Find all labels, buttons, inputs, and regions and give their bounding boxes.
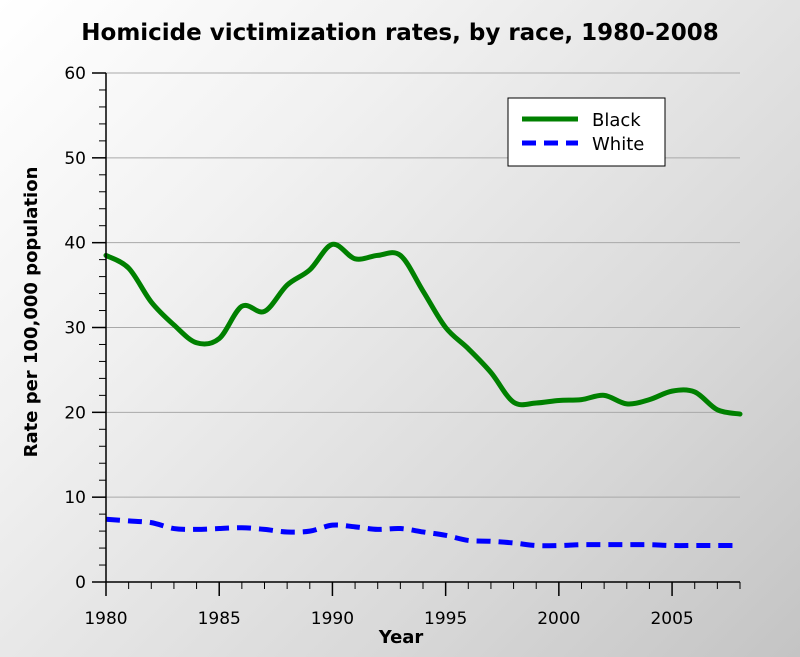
y-tick-label: 10 (64, 488, 86, 508)
legend-label-white: White (592, 134, 644, 155)
y-tick-label: 60 (64, 64, 86, 84)
chart-title: Homicide victimization rates, by race, 1… (81, 20, 718, 46)
legend: Black White (507, 97, 666, 167)
series-line-black (103, 241, 743, 417)
y-tick-label: 30 (64, 319, 86, 339)
series-line-white (105, 516, 740, 549)
legend-box (507, 97, 666, 167)
x-tick-label: 2005 (650, 609, 693, 629)
y-tick-label: 40 (64, 234, 86, 254)
series-lines (103, 241, 743, 549)
y-tick-label: 0 (75, 573, 86, 593)
x-tick-label: 1985 (198, 609, 241, 629)
gridlines (106, 72, 740, 498)
x-tick-label: 2000 (537, 609, 580, 629)
y-tick-label: 50 (64, 149, 86, 169)
y-tick-label: 20 (64, 403, 86, 423)
x-tick-label: 1990 (311, 609, 354, 629)
x-axis-title: Year (378, 627, 424, 648)
axes: 0 10 20 30 40 50 60 1980 1985 1990 1995 2000 2005 (64, 64, 741, 629)
x-tick-label: 1995 (424, 609, 467, 629)
legend-label-black: Black (592, 110, 641, 131)
x-tick-label: 1980 (84, 609, 127, 629)
y-axis-title: Rate per 100,000 population (21, 167, 42, 458)
